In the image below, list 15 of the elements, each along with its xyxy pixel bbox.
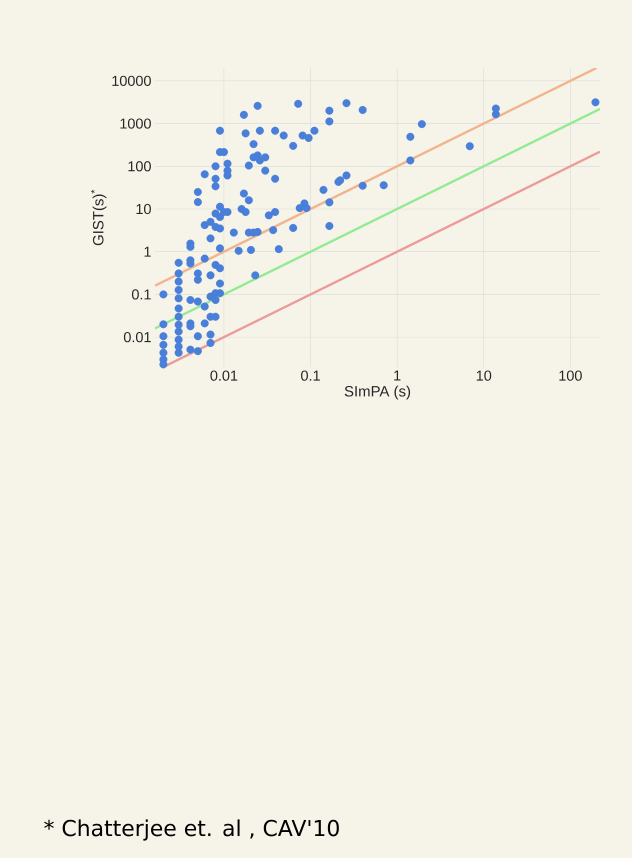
y-tick-label: 0.1 <box>132 289 151 300</box>
text: * Chatterjee et. al , CAV'10 <box>44 819 339 841</box>
x-tick-label: 100 <box>559 370 582 381</box>
x-axis-title: SImPA (s) <box>344 386 410 400</box>
y-tick-label: 10 <box>136 204 151 214</box>
x-tick-label: 0.01 <box>210 370 238 381</box>
y-tick-label: 1 <box>144 246 151 257</box>
y-tick-label: 1000 <box>120 118 151 129</box>
y-tick-label: 0.01 <box>124 332 151 342</box>
y-tick-label: 10000 <box>112 76 151 86</box>
x-tick-label: 10 <box>476 370 492 381</box>
x-tick-label: 1 <box>394 370 400 380</box>
x-tick-label: 0.1 <box>301 370 320 381</box>
y-tick-label: 100 <box>128 161 151 172</box>
y-axis-title: GIST(s)$^{*}$ <box>90 190 106 246</box>
